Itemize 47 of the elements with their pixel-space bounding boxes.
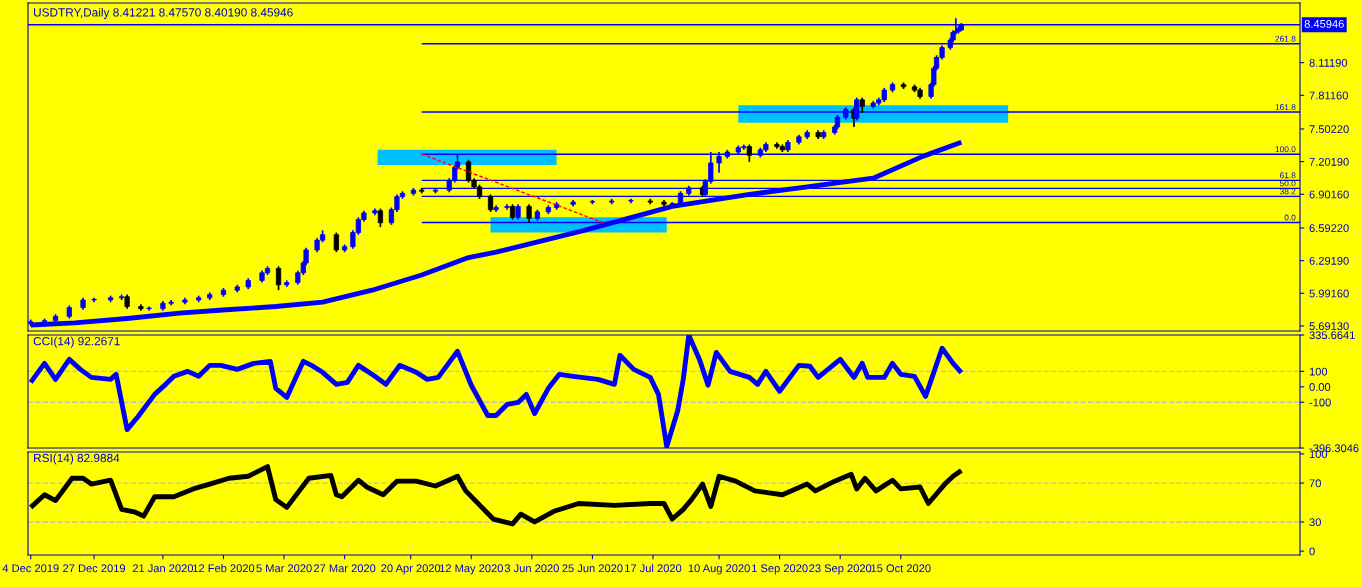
y-tick-label: 100 — [1309, 367, 1328, 376]
x-tick-label: 12 May 2020 — [440, 564, 503, 575]
candlestick — [526, 203, 532, 224]
ref-line-label: 8.45946 — [1304, 19, 1344, 28]
y-tick-label: 30 — [1309, 518, 1321, 527]
series-label: 261.8 — [1275, 35, 1296, 42]
y-tick-label: 70 — [1309, 479, 1321, 488]
y-tick-label: 6.90160 — [1309, 190, 1349, 199]
x-tick-label: 1 Sep 2020 — [752, 564, 808, 575]
y-tick-label: 6.29190 — [1309, 256, 1349, 265]
x-tick-label: 3 Jun 2020 — [504, 564, 559, 573]
series-label: 100.0 — [1275, 146, 1296, 153]
y-tick-label: 335.6641 — [1309, 331, 1355, 340]
candlestick — [275, 265, 282, 292]
y-tick-label: 5.99160 — [1309, 289, 1349, 298]
x-tick-label: 15 Oct 2020 — [871, 564, 931, 573]
y-tick-label: 6.59220 — [1309, 224, 1349, 233]
chart-title: RSI(14) 82.9884 — [34, 453, 120, 465]
series-label: 0.0 — [1284, 214, 1296, 221]
y-tick-label: 7.81160 — [1309, 91, 1348, 100]
series-label: 61.8 — [1280, 172, 1296, 179]
x-tick-label: 17 Jul 2020 — [625, 564, 682, 573]
candlestick — [377, 207, 384, 228]
x-tick-label: 25 Jun 2020 — [562, 564, 623, 573]
line-series — [28, 464, 964, 527]
x-tick-label: 12 Feb 2020 — [193, 564, 255, 573]
y-tick-label: 0.00 — [1309, 383, 1331, 391]
y-tick-label: 7.20190 — [1309, 157, 1349, 166]
x-tick-label: 5 Mar 2020 — [256, 564, 312, 573]
x-tick-label: 20 Apr 2020 — [381, 564, 441, 575]
line-series — [28, 335, 964, 448]
y-tick-label: 7.50220 — [1309, 125, 1349, 134]
y-tick-label: 0 — [1309, 547, 1315, 556]
candlestick — [333, 231, 339, 253]
chart-title: USDTRY,Daily 8.41221 8.47570 8.40190 8.45946 — [34, 7, 293, 19]
x-tick-label: 27 Mar 2020 — [313, 564, 376, 573]
series-label: 38.2 — [1279, 188, 1296, 195]
y-tick-label: -100 — [1309, 398, 1331, 407]
x-tick-label: 23 Sep 2020 — [809, 564, 872, 575]
x-tick-label: 10 Aug 2020 — [688, 564, 750, 575]
x-tick-label: 4 Dec 2019 — [2, 564, 59, 573]
x-tick-label: 21 Jan 2020 — [132, 564, 194, 573]
chart-title: CCI(14) 92.2671 — [33, 336, 120, 348]
y-tick-label: 8.11190 — [1309, 58, 1348, 67]
series-label: 161.8 — [1275, 104, 1296, 110]
y-tick-label: 5.69130 — [1309, 322, 1349, 331]
x-tick-label: 27 Dec 2019 — [63, 564, 126, 573]
